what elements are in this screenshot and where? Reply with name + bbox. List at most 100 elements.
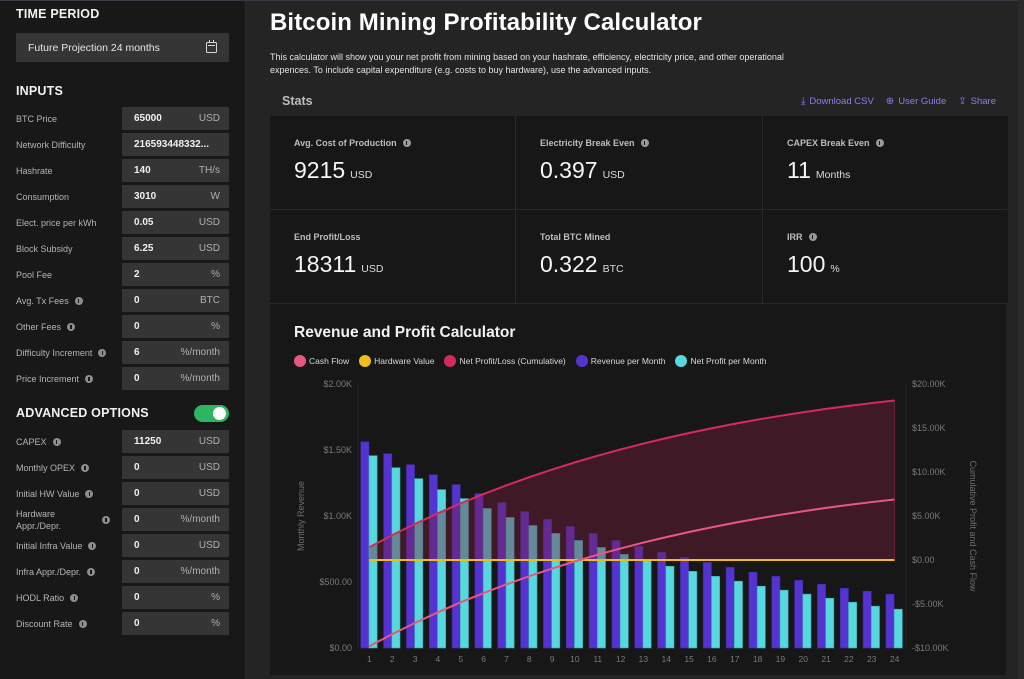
input-field[interactable]: 0 USD <box>122 456 229 479</box>
input-label: Initial Infra Value <box>16 541 122 551</box>
input-value[interactable]: 11250 <box>134 436 162 447</box>
input-field[interactable]: 6.25 USD <box>122 237 229 260</box>
input-value[interactable]: 0 <box>134 295 140 306</box>
page-scroll-gutter <box>1018 0 1024 679</box>
input-field[interactable]: 0 USD <box>122 482 229 505</box>
advanced-options-toggle[interactable] <box>194 404 229 422</box>
input-value[interactable]: 0 <box>134 514 140 525</box>
input-field[interactable]: 0% <box>122 612 229 635</box>
input-field[interactable]: 0% <box>122 315 229 338</box>
input-value[interactable]: 0 <box>134 488 140 499</box>
stat-unit: USD <box>350 169 373 181</box>
input-value[interactable]: 0 <box>134 321 140 332</box>
input-value[interactable]: 0 <box>134 540 140 551</box>
legend-item[interactable]: Net Profit per Month <box>675 354 767 368</box>
info-icon[interactable] <box>85 489 94 498</box>
input-field[interactable]: 3010 W <box>122 185 229 208</box>
info-icon[interactable] <box>81 463 90 472</box>
legend-item[interactable]: Net Profit/Loss (Cumulative) <box>444 354 566 368</box>
info-icon[interactable] <box>102 515 110 524</box>
info-icon[interactable] <box>67 322 76 331</box>
input-value[interactable]: 0 <box>134 618 140 629</box>
stats-panel: Avg. Cost of Production 9215 USD Electricit… <box>270 116 1008 675</box>
input-unit: USD <box>198 488 220 499</box>
net-profit-bar <box>756 585 766 649</box>
y2-tick-label: $5.00K <box>912 511 941 521</box>
input-row: Pool Fee 2% <box>16 263 229 286</box>
input-field[interactable]: 11250 USD <box>122 430 229 453</box>
legend-swatch <box>294 355 306 367</box>
input-value[interactable]: 216593448332... <box>134 139 210 150</box>
info-icon[interactable] <box>640 139 649 147</box>
info-icon[interactable] <box>85 374 94 383</box>
info-icon[interactable] <box>87 567 96 576</box>
input-field[interactable]: 216593448332... <box>122 133 229 156</box>
input-field[interactable]: 0 %/month <box>122 508 229 531</box>
input-value[interactable]: 2 <box>134 269 140 280</box>
stats-toolbar: Stats ⤓ Download CSV ⊕ User Guide ⇪ Share <box>270 91 1008 111</box>
stat-label: Avg. Cost of Production <box>294 138 515 148</box>
input-field[interactable]: 65000 USD <box>122 107 229 130</box>
share-link[interactable]: ⇪ Share <box>958 96 996 107</box>
info-icon[interactable] <box>70 593 79 602</box>
stat-label: Total BTC Mined <box>540 232 762 242</box>
info-icon[interactable] <box>52 437 61 446</box>
toggle-knob <box>213 406 226 420</box>
input-unit: %/month <box>180 347 220 358</box>
info-icon[interactable] <box>88 541 97 550</box>
revenue-bar <box>634 546 644 649</box>
stat-unit: USD <box>602 169 625 181</box>
legend-item[interactable]: Cash Flow <box>294 354 349 368</box>
input-value[interactable]: 0.05 <box>134 217 154 228</box>
input-value[interactable]: 3010 <box>134 191 157 202</box>
input-value[interactable]: 0 <box>134 592 140 603</box>
input-field[interactable]: 0% <box>122 586 229 609</box>
input-field[interactable]: 0 %/month <box>122 367 229 390</box>
input-value[interactable]: 6.25 <box>134 243 154 254</box>
info-icon[interactable] <box>808 233 817 241</box>
input-unit: W <box>210 191 220 202</box>
revenue-profit-chart: $0.00 $500.00 $1.00K $1.50K $2.00K -$10.00K -$… <box>296 379 978 664</box>
input-field[interactable]: 140 TH/s <box>122 159 229 182</box>
input-value[interactable]: 65000 <box>134 113 162 124</box>
stat-label-text: IRR <box>787 232 803 242</box>
input-value[interactable]: 140 <box>134 165 151 176</box>
info-icon[interactable] <box>78 619 87 628</box>
x-tick-label: 18 <box>753 654 763 664</box>
x-tick-label: 7 <box>504 654 509 664</box>
input-value[interactable]: 6 <box>134 347 140 358</box>
info-icon[interactable] <box>74 296 83 305</box>
input-row: HODL Ratio 0% <box>16 586 229 609</box>
input-value[interactable]: 0 <box>134 566 140 577</box>
time-period-selector[interactable]: Future Projection 24 months <box>16 33 229 62</box>
input-field[interactable]: 0.05 USD <box>122 211 229 234</box>
input-field[interactable]: 0 BTC <box>122 289 229 312</box>
info-icon[interactable] <box>875 139 884 147</box>
input-field[interactable]: 6 %/month <box>122 341 229 364</box>
legend-swatch <box>575 355 588 367</box>
inputs-list: BTC Price 65000 USD Network Difficulty 21659… <box>16 107 229 390</box>
input-field[interactable]: 0 %/month <box>122 560 229 583</box>
download-csv-link[interactable]: ⤓ Download CSV <box>801 96 874 107</box>
info-icon[interactable] <box>98 348 107 357</box>
info-icon[interactable] <box>402 139 411 147</box>
legend-item[interactable]: Hardware Value <box>359 354 434 368</box>
x-tick-label: 3 <box>413 654 418 664</box>
input-value[interactable]: 0 <box>134 373 140 384</box>
stat-label-text: Electricity Break Even <box>540 138 635 148</box>
x-tick-label: 11 <box>593 654 602 664</box>
stat-unit: BTC <box>602 263 624 275</box>
download-csv-label: Download CSV <box>809 95 874 107</box>
input-unit: % <box>211 321 220 332</box>
net-profit-bar <box>688 571 698 649</box>
revenue-bar <box>771 576 781 649</box>
input-label: Initial HW Value <box>16 489 122 499</box>
input-field[interactable]: 0 USD <box>122 534 229 557</box>
input-value[interactable]: 0 <box>134 462 140 473</box>
legend-item[interactable]: Revenue per Month <box>575 354 665 368</box>
net-profit-bar <box>711 576 720 649</box>
user-guide-link[interactable]: ⊕ User Guide <box>886 96 946 107</box>
input-field[interactable]: 2% <box>122 263 229 286</box>
chart-title: Revenue and Profit Calculator <box>294 324 516 341</box>
input-row: Block Subsidy 6.25 USD <box>16 237 229 260</box>
